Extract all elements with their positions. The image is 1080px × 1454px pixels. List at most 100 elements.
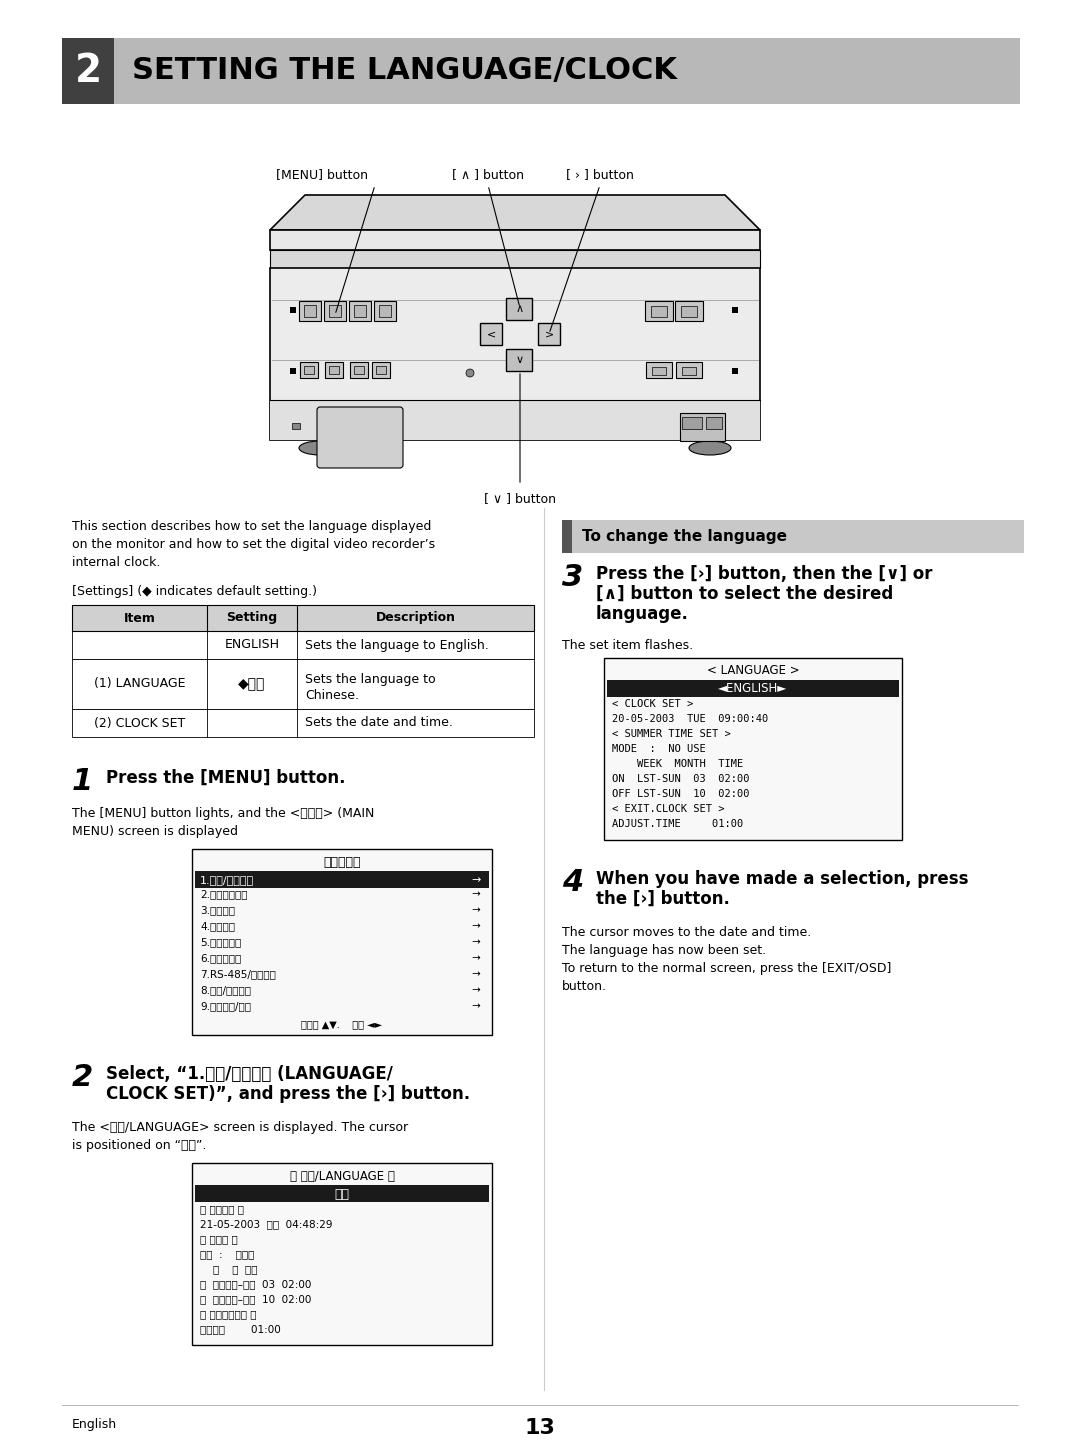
Text: Chinese.: Chinese. [305, 689, 359, 702]
Bar [372, 362, 390, 378]
Text: 9.菜单上传/下载: 9.菜单上传/下载 [200, 1000, 251, 1011]
Text: 8.断电/使用时间: 8.断电/使用时间 [200, 984, 251, 995]
Bar [195, 1185, 489, 1202]
Bar [303, 366, 314, 374]
Bar [299, 301, 321, 321]
Text: 2: 2 [72, 1063, 93, 1092]
Text: Select, “1.语言/时钟设置 (LANGUAGE/: Select, “1.语言/时钟设置 (LANGUAGE/ [106, 1064, 393, 1083]
Text: ＜ 外部时钟设置 ＞: ＜ 外部时钟设置 ＞ [200, 1309, 257, 1319]
Bar [270, 250, 760, 268]
Text: button.: button. [562, 980, 607, 993]
Text: 5.报警器设置: 5.报警器设置 [200, 936, 241, 947]
Text: ＜ 语言/LANGUAGE ＞: ＜ 语言/LANGUAGE ＞ [289, 1169, 394, 1182]
Text: →: → [472, 968, 481, 979]
Text: 移动按 ▲▼.    退出 ◄►: 移动按 ▲▼. 退出 ◄► [301, 1019, 382, 1029]
Bar [646, 362, 672, 378]
Text: →: → [471, 875, 481, 885]
Text: 开  最后一周–周日  03  02:00: 开 最后一周–周日 03 02:00 [200, 1280, 311, 1290]
Polygon shape [270, 195, 760, 230]
Bar [379, 305, 391, 317]
Text: 7.RS-485/网络设置: 7.RS-485/网络设置 [200, 968, 275, 979]
Text: 3: 3 [562, 563, 583, 592]
Text: language.: language. [596, 605, 689, 622]
Text: [MENU] button: [MENU] button [276, 169, 368, 180]
Text: To return to the normal screen, press the [EXIT/OSD]: To return to the normal screen, press th… [562, 963, 891, 976]
Bar [62, 38, 1020, 105]
Text: 4: 4 [562, 868, 583, 897]
FancyBboxPatch shape [318, 407, 403, 468]
Bar [675, 301, 703, 321]
Bar [376, 366, 386, 374]
Bar [72, 631, 534, 659]
Text: ENGLISH: ENGLISH [225, 638, 280, 651]
Text: the [›] button.: the [›] button. [596, 890, 730, 907]
Bar [562, 521, 572, 553]
Text: internal clock.: internal clock. [72, 555, 160, 569]
Text: [ ∧ ] button: [ ∧ ] button [453, 169, 524, 180]
Bar [680, 413, 725, 441]
Text: [ ∨ ] button: [ ∨ ] button [484, 491, 556, 505]
Text: Sets the language to English.: Sets the language to English. [305, 638, 489, 651]
Text: < SUMMER TIME SET >: < SUMMER TIME SET > [612, 728, 731, 739]
Bar [676, 362, 702, 378]
Text: The set item flashes.: The set item flashes. [562, 638, 693, 651]
Bar [192, 1163, 492, 1345]
Text: ＜主菜单＞: ＜主菜单＞ [323, 855, 361, 868]
Text: ADJUST.TIME     01:00: ADJUST.TIME 01:00 [612, 819, 743, 829]
Text: 调整时间        01:00: 调整时间 01:00 [200, 1325, 281, 1333]
Text: The cursor moves to the date and time.: The cursor moves to the date and time. [562, 926, 811, 939]
Bar [195, 871, 489, 888]
Bar [303, 305, 316, 317]
Bar [374, 301, 396, 321]
Text: < LANGUAGE >: < LANGUAGE > [706, 664, 799, 678]
Bar [329, 305, 341, 317]
Text: 6.安全锁设置: 6.安全锁设置 [200, 952, 241, 963]
Text: When you have made a selection, press: When you have made a selection, press [596, 869, 969, 888]
Bar [732, 368, 738, 374]
Text: This section describes how to set the language displayed: This section describes how to set the la… [72, 521, 431, 534]
Bar [291, 307, 296, 313]
Text: →: → [472, 936, 481, 947]
Bar [507, 298, 532, 320]
Bar [270, 400, 760, 441]
Bar [291, 368, 296, 374]
Text: →: → [472, 1000, 481, 1011]
Bar [480, 323, 502, 345]
Text: OFF LST-SUN  10  02:00: OFF LST-SUN 10 02:00 [612, 790, 750, 800]
Bar [349, 301, 372, 321]
Bar [681, 305, 697, 317]
Text: 13: 13 [525, 1418, 555, 1438]
Text: 3.存储模式: 3.存储模式 [200, 904, 235, 915]
Text: >: > [544, 329, 554, 339]
Text: →: → [472, 920, 481, 931]
Bar [324, 301, 346, 321]
Text: Press the [MENU] button.: Press the [MENU] button. [106, 769, 346, 787]
Text: To change the language: To change the language [582, 529, 787, 544]
Text: [ › ] button: [ › ] button [566, 169, 634, 180]
Bar [645, 301, 673, 321]
Text: English: English [72, 1418, 117, 1431]
Text: Setting: Setting [227, 612, 278, 625]
Text: 关  最后一周–周日  10  02:00: 关 最后一周–周日 10 02:00 [200, 1294, 311, 1304]
Text: ∧: ∧ [516, 304, 524, 314]
Bar [507, 349, 532, 371]
Text: is positioned on “中文”.: is positioned on “中文”. [72, 1138, 206, 1152]
Bar [706, 417, 723, 429]
Text: ON  LST-SUN  03  02:00: ON LST-SUN 03 02:00 [612, 774, 750, 784]
Text: The language has now been set.: The language has now been set. [562, 944, 766, 957]
Text: <: < [486, 329, 496, 339]
Ellipse shape [689, 441, 731, 455]
Text: The [MENU] button lights, and the <主菜单> (MAIN: The [MENU] button lights, and the <主菜单> … [72, 807, 375, 820]
Text: (1) LANGUAGE: (1) LANGUAGE [94, 678, 186, 691]
Text: 格式  :    不使用: 格式 : 不使用 [200, 1249, 255, 1259]
Text: [∧] button to select the desired: [∧] button to select the desired [596, 585, 893, 603]
Text: Sets the language to: Sets the language to [305, 673, 435, 686]
Text: 21-05-2003  周三  04:48:29: 21-05-2003 周三 04:48:29 [200, 1218, 333, 1229]
Text: < EXIT.CLOCK SET >: < EXIT.CLOCK SET > [612, 804, 725, 814]
Text: (2) CLOCK SET: (2) CLOCK SET [94, 717, 185, 730]
Text: →: → [472, 984, 481, 995]
Bar [72, 710, 534, 737]
Bar [681, 366, 696, 375]
Bar [350, 362, 368, 378]
Text: Sets the date and time.: Sets the date and time. [305, 717, 453, 730]
